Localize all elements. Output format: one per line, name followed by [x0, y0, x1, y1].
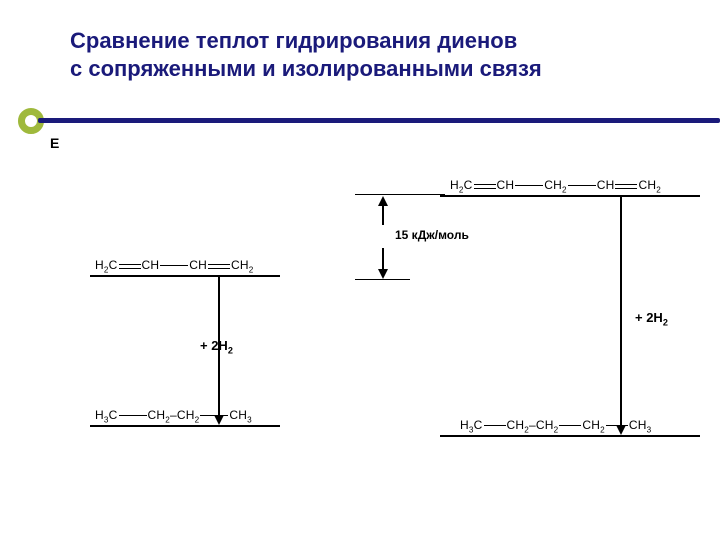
- gap-guide-bottom: [355, 279, 410, 280]
- arrow-right-main-head: [616, 425, 626, 435]
- level-right-top: [440, 195, 700, 197]
- arrow-gap-down-head: [378, 269, 388, 279]
- formula-butane: H3CCH2–CH2CH3: [95, 408, 252, 424]
- level-left-top: [90, 275, 280, 277]
- gap-guide-top: [355, 194, 445, 195]
- arrow-gap-upper: [382, 205, 384, 225]
- title-underline: [38, 118, 720, 123]
- formula-conjugated-diene: H2CCHCHCH2: [95, 258, 253, 274]
- level-right-bottom: [440, 435, 700, 437]
- label-plus-2h2-right: + 2H2: [635, 310, 668, 328]
- gap-energy-label: 15 кДж/моль: [395, 228, 469, 242]
- label-plus-2h2-left: + 2H2: [200, 338, 233, 356]
- axis-label-e: Е: [50, 135, 59, 151]
- title-line-2: с сопряженными и изолированными связя: [70, 56, 542, 82]
- arrow-right-main: [620, 197, 622, 427]
- arrow-left-main-head: [214, 415, 224, 425]
- title-line-1: Сравнение теплот гидрирования диенов: [70, 28, 517, 54]
- formula-isolated-diene: H2CCHCH2CHCH2: [450, 178, 661, 194]
- diagram-stage: Сравнение теплот гидрирования диенов с с…: [0, 0, 720, 540]
- arrow-gap-lower: [382, 248, 384, 270]
- level-left-bottom: [90, 425, 280, 427]
